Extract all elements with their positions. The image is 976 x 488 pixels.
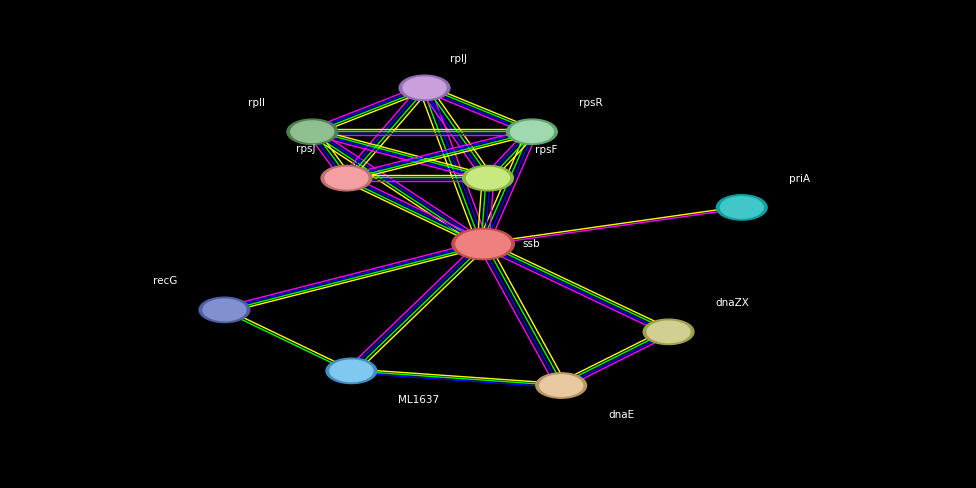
Circle shape — [467, 167, 509, 189]
Circle shape — [203, 299, 246, 321]
Circle shape — [199, 297, 250, 323]
Circle shape — [403, 77, 446, 99]
Circle shape — [463, 165, 513, 191]
Text: rpsR: rpsR — [579, 99, 602, 108]
Circle shape — [716, 195, 767, 220]
Text: ML1637: ML1637 — [398, 395, 439, 405]
Circle shape — [536, 373, 587, 398]
Circle shape — [321, 165, 372, 191]
Text: dnaE: dnaE — [608, 410, 634, 420]
Circle shape — [456, 230, 510, 258]
Circle shape — [647, 321, 690, 343]
Circle shape — [287, 119, 338, 144]
Text: rpsJ: rpsJ — [296, 144, 315, 154]
Text: rplJ: rplJ — [450, 55, 467, 64]
Text: rpsF: rpsF — [535, 145, 557, 155]
Circle shape — [325, 167, 368, 189]
Circle shape — [720, 197, 763, 218]
Circle shape — [330, 360, 373, 382]
Text: priA: priA — [789, 174, 810, 184]
Circle shape — [399, 75, 450, 101]
Circle shape — [540, 375, 583, 396]
Text: ssb: ssb — [522, 239, 540, 249]
Text: dnaZX: dnaZX — [715, 299, 750, 308]
Text: rplI: rplI — [249, 99, 265, 108]
Circle shape — [326, 358, 377, 384]
Circle shape — [291, 121, 334, 142]
Circle shape — [510, 121, 553, 142]
Circle shape — [643, 319, 694, 345]
Circle shape — [452, 228, 514, 260]
Text: recG: recG — [153, 277, 178, 286]
Circle shape — [507, 119, 557, 144]
